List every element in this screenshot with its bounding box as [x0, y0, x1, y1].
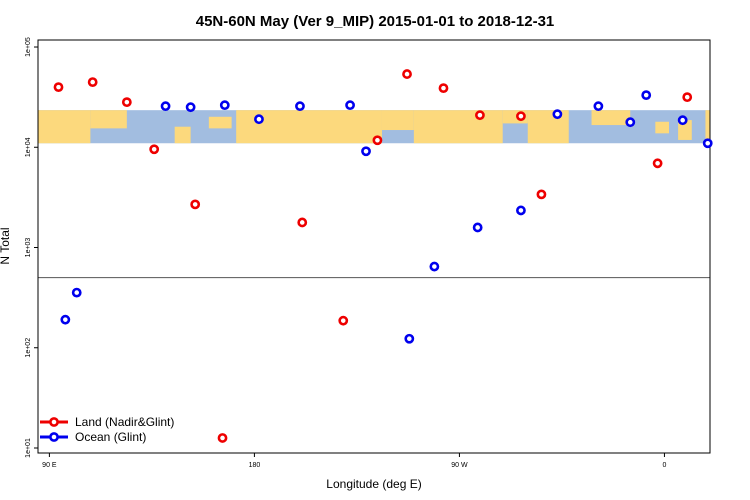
map-land-segment: [655, 121, 669, 134]
land-point: [402, 69, 412, 79]
map-land-segment: [705, 110, 710, 144]
map-land-segment: [591, 110, 631, 126]
y-tick-label: 1e+02: [25, 338, 32, 358]
world-map-strip: [38, 110, 710, 144]
land-point: [536, 189, 547, 200]
ocean-point: [160, 101, 171, 112]
ocean-point: [641, 90, 652, 101]
ocean-point: [516, 205, 526, 216]
x-tick-label: 180: [249, 462, 261, 469]
ocean-point: [625, 117, 636, 128]
map-land-segment: [208, 116, 232, 129]
legend-land-label: Land (Nadir&Glint): [75, 415, 174, 429]
ocean-point: [472, 222, 483, 233]
ocean-point: [593, 101, 604, 112]
data-points: [53, 69, 713, 443]
y-tick-label: 1e+04: [25, 137, 32, 157]
ocean-point: [185, 102, 196, 113]
y-axis-label: N Total: [0, 227, 12, 264]
y-tick-label: 1e+01: [25, 438, 32, 458]
land-point: [438, 83, 449, 94]
legend-ocean-label: Ocean (Glint): [75, 430, 146, 444]
land-point: [475, 110, 485, 121]
ocean-point: [219, 100, 230, 111]
y-tick-label: 1e+03: [25, 238, 32, 258]
plot-area: [38, 40, 710, 453]
legend-land-marker: [49, 417, 59, 427]
land-point: [297, 217, 308, 228]
land-point: [121, 97, 132, 108]
land-point: [372, 135, 383, 146]
ocean-point: [429, 261, 440, 272]
y-tick-label: 1e+05: [25, 37, 32, 57]
map-land-segment: [527, 110, 569, 144]
land-point: [149, 144, 160, 155]
legend-ocean-marker: [49, 432, 59, 442]
map-land-segment: [678, 120, 692, 140]
ocean-point: [702, 138, 713, 149]
land-point: [338, 315, 349, 326]
x-tick-label: 90 W: [451, 462, 468, 469]
ocean-point: [404, 333, 415, 344]
land-point: [682, 92, 693, 103]
x-tick-label: 0: [662, 462, 666, 469]
land-point: [190, 199, 201, 210]
map-land-segment: [413, 110, 503, 144]
ocean-point: [552, 109, 563, 120]
map-land-segment: [381, 110, 414, 131]
ocean-point: [254, 114, 264, 125]
ocean-point: [60, 314, 71, 325]
land-point: [53, 82, 64, 93]
ocean-point: [361, 146, 371, 157]
ocean-point: [71, 287, 82, 298]
land-point: [516, 111, 526, 122]
ocean-point: [677, 115, 688, 126]
map-land-segment: [174, 126, 191, 144]
chart-title: 45N-60N May (Ver 9_MIP) 2015-01-01 to 20…: [196, 13, 555, 30]
y-axis: 1e+01 1e+02 1e+03 1e+04 1e+05: [25, 37, 38, 458]
plot-frame: [37, 39, 711, 454]
map-land-segment: [90, 110, 127, 129]
ocean-point: [295, 101, 305, 112]
land-point: [87, 77, 98, 88]
x-tick-label: 90 E: [42, 462, 57, 469]
land-point: [652, 158, 663, 169]
map-land-segment: [38, 110, 91, 144]
legend: Land (Nadir&Glint) Ocean (Glint): [40, 415, 174, 444]
land-point: [217, 433, 228, 443]
x-axis-label: Longitude (deg E): [326, 477, 421, 491]
ocean-point: [345, 100, 355, 111]
